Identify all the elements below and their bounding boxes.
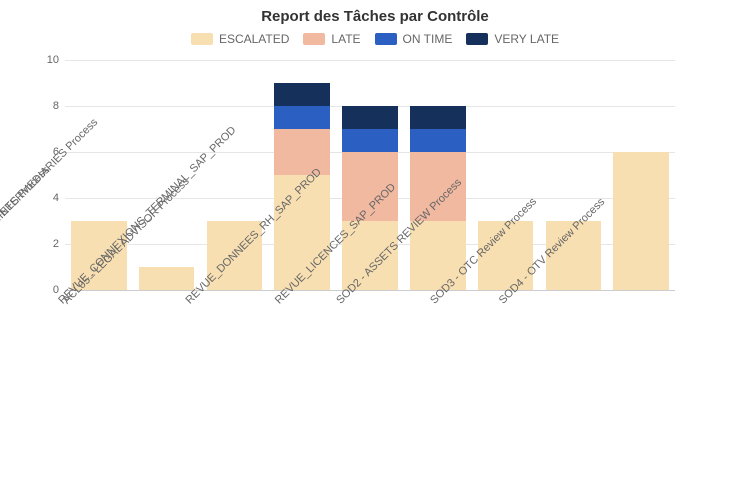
legend-swatch-verylate bbox=[466, 33, 488, 45]
bar-segment-late bbox=[274, 129, 330, 175]
y-axis-label: 4 bbox=[53, 192, 65, 204]
legend-label-ontime: ON TIME bbox=[403, 32, 453, 46]
bar[interactable] bbox=[139, 267, 195, 290]
legend-item-escalated[interactable]: ESCALATED bbox=[191, 32, 289, 46]
legend-swatch-late bbox=[303, 33, 325, 45]
legend-swatch-escalated bbox=[191, 33, 213, 45]
bar-segment-escalated bbox=[613, 152, 669, 290]
bar-segment-verylate bbox=[274, 83, 330, 106]
bar-segment-ontime bbox=[410, 129, 466, 152]
legend-item-ontime[interactable]: ON TIME bbox=[375, 32, 453, 46]
chart-container: Report des Tâches par Contrôle ESCALATED… bbox=[0, 0, 750, 500]
gridline bbox=[65, 60, 675, 61]
legend-label-verylate: VERY LATE bbox=[494, 32, 559, 46]
legend: ESCALATED LATE ON TIME VERY LATE bbox=[0, 32, 750, 46]
bar-segment-ontime bbox=[342, 129, 398, 152]
legend-swatch-ontime bbox=[375, 33, 397, 45]
gridline bbox=[65, 290, 675, 291]
bar-segment-verylate bbox=[342, 106, 398, 129]
y-axis-label: 10 bbox=[47, 54, 65, 66]
plot-area: 0246810ACL01 - CONSULTING FEES ProcessAC… bbox=[65, 60, 675, 290]
bar[interactable] bbox=[613, 152, 669, 290]
bar-segment-verylate bbox=[410, 106, 466, 129]
y-axis-label: 2 bbox=[53, 238, 65, 250]
legend-label-late: LATE bbox=[331, 32, 360, 46]
bar-segment-ontime bbox=[274, 106, 330, 129]
bar-segment-escalated bbox=[139, 267, 195, 290]
legend-item-verylate[interactable]: VERY LATE bbox=[466, 32, 559, 46]
chart-title: Report des Tâches par Contrôle bbox=[0, 8, 750, 25]
legend-item-late[interactable]: LATE bbox=[303, 32, 360, 46]
y-axis-label: 8 bbox=[53, 100, 65, 112]
legend-label-escalated: ESCALATED bbox=[219, 32, 289, 46]
